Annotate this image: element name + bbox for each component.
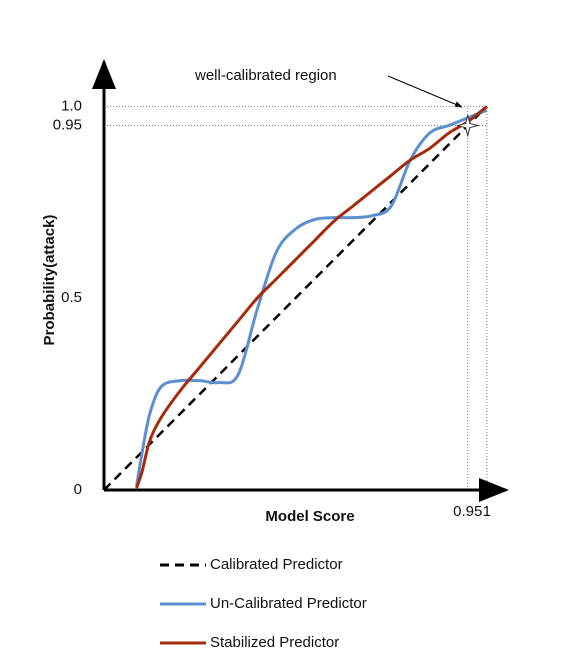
annotation-arrow — [387, 75, 463, 108]
y-tick-label: 1.0 — [61, 97, 82, 114]
y-tick-label: 0.5 — [61, 289, 82, 306]
legend-label: Un-Calibrated Predictor — [210, 595, 367, 612]
annotation: well-calibrated region — [194, 67, 337, 84]
star-marker — [455, 113, 480, 138]
series-line — [103, 105, 488, 491]
x-tick-label: 1 — [483, 503, 491, 520]
x-axis-label: Model Score — [265, 508, 354, 525]
legend-label: Calibrated Predictor — [210, 556, 343, 573]
series-line — [135, 108, 488, 487]
x-tick-label: 0.95 — [453, 503, 482, 520]
y-tick-label: 0.95 — [53, 117, 82, 134]
series-line — [135, 105, 488, 489]
legend-label: Stabilized Predictor — [210, 634, 339, 651]
y-tick-label: 0 — [74, 481, 82, 498]
y-axis-label: Probability(attack) — [41, 215, 58, 346]
